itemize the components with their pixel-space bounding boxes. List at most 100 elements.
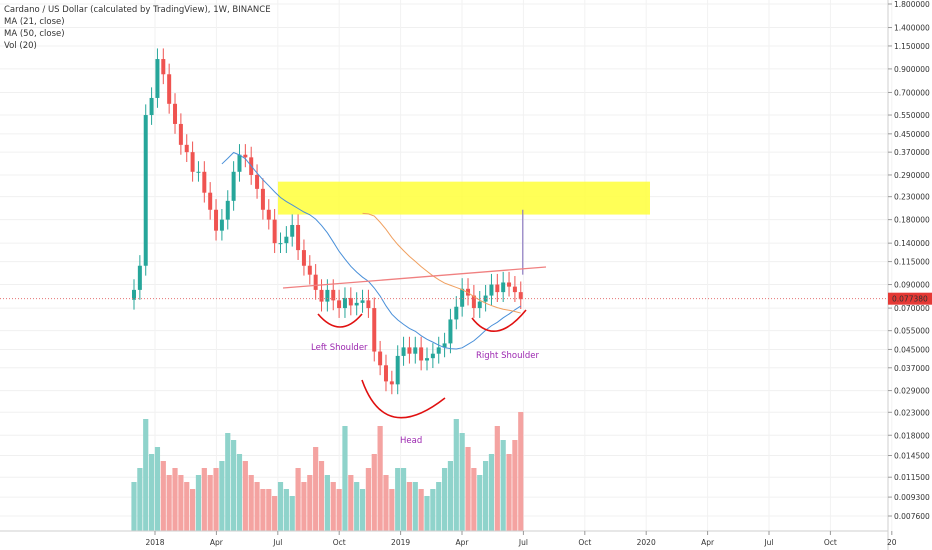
price-tick-label: 0.045000	[894, 345, 930, 354]
candle-body	[419, 347, 424, 361]
price-tick-label: 0.037000	[894, 364, 930, 373]
time-tick-label: 2019	[391, 538, 410, 547]
volume-bar	[465, 447, 471, 531]
candle-body	[231, 171, 236, 201]
volume-bar	[488, 454, 495, 531]
left-shoulder-curve	[317, 313, 363, 328]
volume-bar	[436, 482, 442, 531]
candle-body	[225, 200, 230, 220]
candle-body	[489, 284, 494, 296]
time-tick-label: Apr	[701, 538, 715, 547]
candle-body	[401, 347, 406, 356]
volume-bar	[383, 475, 389, 531]
candle-body	[290, 224, 295, 237]
candle-body	[132, 289, 136, 300]
candle-body	[173, 103, 178, 124]
candle-body	[184, 144, 189, 153]
resistance-zone	[278, 181, 650, 215]
ma50-line	[362, 212, 521, 314]
price-tick-label: 0.450000	[894, 130, 930, 139]
volume-bar	[184, 482, 190, 531]
candle-body	[319, 289, 324, 302]
volume-bar	[324, 475, 330, 531]
head-curve	[361, 379, 446, 419]
candle-body	[383, 365, 388, 382]
volume-bar	[342, 426, 348, 531]
volume-bar	[512, 440, 518, 531]
price-tick-label: 1.150000	[894, 42, 930, 51]
volume-bar	[313, 447, 319, 531]
candle-body	[237, 154, 242, 172]
candle-body	[161, 59, 166, 75]
candle-body	[202, 171, 207, 193]
price-tick-label: 0.070000	[894, 304, 930, 313]
time-tick-label: Apr	[456, 538, 470, 547]
volume-bar	[307, 475, 313, 531]
volume-bar	[143, 419, 149, 531]
chart-grid	[0, 0, 893, 531]
candle-body	[307, 265, 312, 275]
volume-bar	[430, 489, 436, 531]
volume-legend[interactable]: Vol (20)	[4, 41, 37, 51]
candle-body	[518, 292, 523, 300]
volume-bar	[318, 461, 325, 531]
candle-body	[507, 282, 512, 287]
candle-body	[155, 59, 160, 98]
volume-bar	[506, 454, 512, 531]
candle-body	[448, 319, 453, 344]
volume-bar	[453, 419, 459, 531]
symbol-title[interactable]: Cardano / US Dollar (calculated by Tradi…	[4, 5, 271, 15]
volume-bar	[424, 496, 430, 531]
candle-body	[143, 115, 148, 266]
candle-body	[460, 288, 465, 307]
candle-body	[378, 351, 383, 366]
volume-bar	[348, 475, 354, 531]
candle-body	[196, 171, 201, 173]
time-tick-label: Jul	[518, 538, 528, 547]
volume-bar	[219, 461, 225, 531]
candle-body	[512, 286, 517, 293]
candle-body	[395, 355, 400, 385]
candle-body	[366, 300, 371, 309]
last-price-tag: 0.077380	[888, 292, 932, 305]
volume-bar	[377, 426, 383, 531]
candle-body	[483, 295, 488, 302]
last-price-box	[888, 292, 932, 305]
volume-bar	[406, 482, 413, 531]
volume-bar	[400, 468, 407, 531]
candle-body	[360, 300, 365, 303]
last-price-label: 0.077380	[892, 295, 928, 304]
volume-bar	[236, 454, 243, 531]
candle-body	[331, 289, 336, 301]
price-tick-label: 0.018000	[894, 431, 930, 440]
candle-body	[313, 274, 318, 290]
price-tick-label: 0.900000	[894, 65, 930, 74]
volume-bar	[483, 461, 489, 531]
candle-body	[501, 282, 506, 293]
volume-bar	[231, 440, 237, 531]
volume-bar	[301, 482, 307, 531]
volume-bar	[441, 468, 448, 531]
time-tick-label: Apr	[210, 538, 224, 547]
price-tick-label: 0.011500	[894, 473, 930, 482]
head-label: Head	[400, 436, 422, 446]
ma50-legend[interactable]: MA (50, close)	[4, 29, 65, 39]
volume-bar	[137, 468, 143, 531]
candle-body	[214, 209, 219, 231]
price-tick-label: 0.230000	[894, 193, 930, 202]
volume-bar	[447, 461, 454, 531]
candle-body	[137, 265, 142, 290]
volume-bar	[201, 468, 207, 531]
price-tick-label: 0.140000	[894, 239, 930, 248]
price-tick-label: 0.029000	[894, 387, 930, 396]
time-axis[interactable]: 2018 Apr Jul Oct 2019 Apr Jul Oct 2020 Apr Jul Oct 2…	[0, 530, 897, 547]
neckline	[282, 266, 547, 289]
candle-body	[260, 188, 265, 210]
pattern-drawings	[0, 266, 888, 419]
candle-body	[301, 250, 306, 266]
price-axis[interactable]: 1.800000 1.400000 1.150000 0.900000 0.700000…	[887, 0, 930, 550]
volume-bar	[289, 496, 295, 531]
candle-body	[325, 289, 330, 302]
ma21-legend[interactable]: MA (21, close)	[4, 17, 65, 27]
